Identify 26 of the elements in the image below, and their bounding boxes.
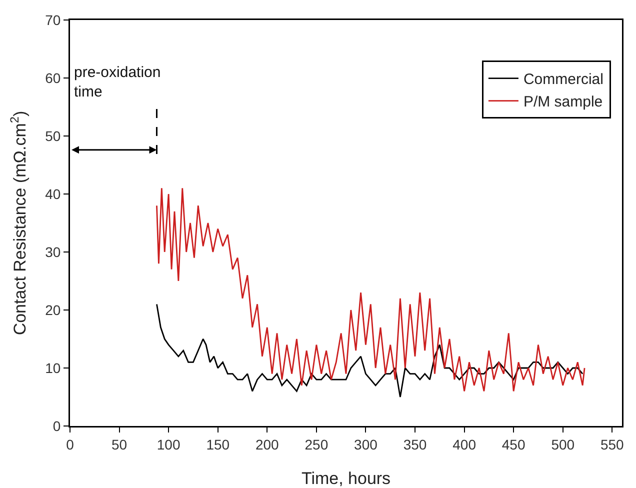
x-tick-label: 50 (112, 436, 128, 452)
x-tick-label: 250 (304, 436, 328, 452)
x-tick-label: 300 (354, 436, 378, 452)
legend-label: P/M sample (523, 94, 603, 111)
line-series (156, 304, 584, 398)
x-tick-label: 550 (600, 436, 624, 452)
y-tick-label: 20 (45, 302, 61, 318)
x-tick-label: 150 (206, 436, 230, 452)
y-tick-label: 50 (45, 128, 61, 144)
x-axis-title: Time, hours (301, 469, 391, 488)
x-tick-label: 400 (452, 436, 476, 452)
y-tick-label: 70 (45, 12, 61, 28)
y-tick-label: 10 (45, 360, 61, 376)
x-tick-label: 350 (403, 436, 427, 452)
ref-line-label: pre-oxidation time (74, 64, 161, 100)
x-tick-label: 200 (255, 436, 280, 452)
y-tick-label: 40 (45, 186, 61, 202)
x-tick-label: 0 (66, 436, 74, 452)
line-series (156, 188, 586, 392)
y-tick-label: 60 (45, 70, 61, 86)
y-tick-label: 0 (52, 418, 61, 434)
x-tick-label: 100 (156, 436, 180, 452)
x-tick-label: 500 (551, 436, 575, 452)
y-tick-label: 30 (45, 244, 61, 260)
legend-label: Commercial (523, 71, 604, 88)
x-tick-label: 450 (502, 436, 526, 452)
